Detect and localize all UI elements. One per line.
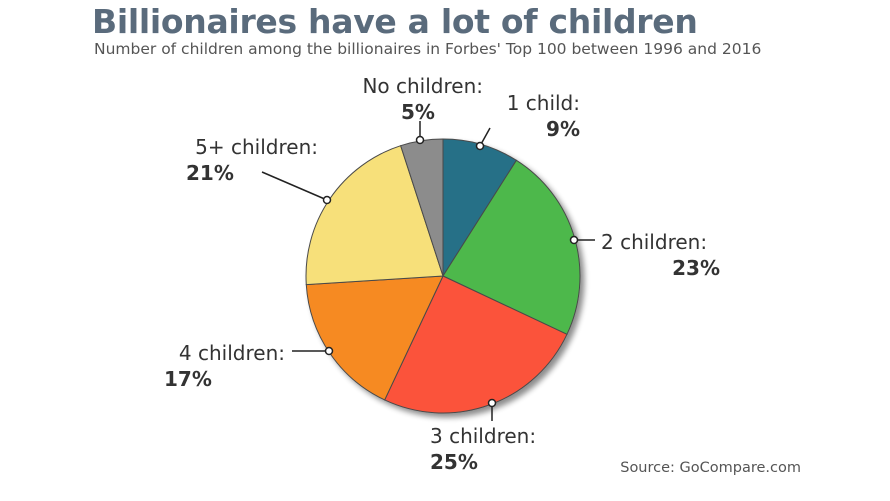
- leader-lines: [261, 121, 595, 421]
- slice-labels: 1 child:9% 2 children:23% 3 children:25% 4 …: [164, 74, 720, 474]
- slice-value-label: 25%: [430, 450, 478, 474]
- chart-subtitle: Number of children among the billionaire…: [94, 40, 762, 58]
- source-note: Source: GoCompare.com: [620, 460, 801, 476]
- slice-label: 4 children:: [179, 341, 285, 365]
- slice-value-label: 23%: [672, 256, 720, 280]
- leader-dot: [487, 398, 497, 408]
- slice-value-label: 17%: [164, 367, 212, 391]
- slice-value-label: 9%: [546, 117, 580, 141]
- leader-line: [261, 171, 328, 201]
- slice-label: 5+ children:: [195, 135, 318, 159]
- slice-label: 1 child:: [507, 91, 580, 115]
- leader-dot: [415, 135, 425, 145]
- pie-slices: [305, 138, 581, 414]
- leader-dot: [475, 141, 485, 151]
- slice-label: 3 children:: [430, 424, 536, 448]
- leader-dot: [324, 346, 334, 356]
- slice-label: 2 children:: [601, 230, 707, 254]
- leader-dot: [322, 195, 332, 205]
- chart-title: Billionaires have a lot of children: [92, 2, 698, 41]
- slice-label: No children:: [362, 74, 483, 98]
- slice-value-label: 21%: [186, 161, 234, 185]
- leader-dot: [569, 235, 579, 245]
- slice-value-label: 5%: [401, 100, 435, 124]
